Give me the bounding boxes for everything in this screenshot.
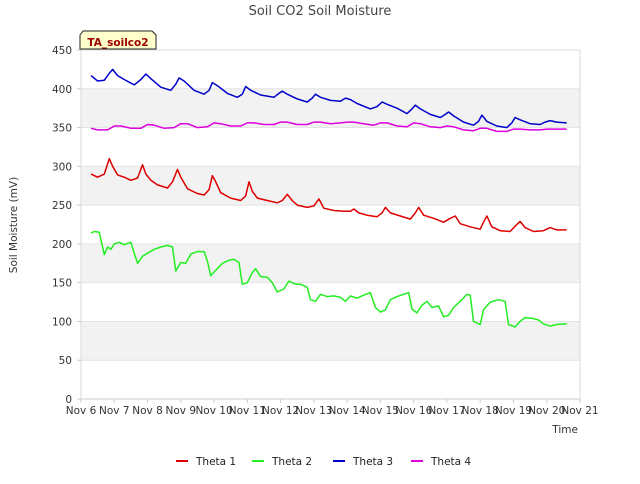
legend: Theta 1 Theta 2 Theta 3 Theta 4 — [176, 456, 471, 468]
x-tick-label: Nov 16 — [395, 405, 433, 417]
site-badge: TA_soilco2 — [79, 30, 157, 50]
legend-label-theta-2: Theta 2 — [271, 456, 312, 468]
y-tick-label: 250 — [52, 200, 72, 212]
grid-band — [81, 88, 580, 128]
y-tick-label: 450 — [52, 45, 72, 57]
legend-label-theta-4: Theta 4 — [430, 456, 471, 468]
y-tick-label: 350 — [52, 123, 72, 135]
y-tick-label: 200 — [52, 239, 72, 251]
y-tick-label: 400 — [52, 84, 72, 96]
y-tick-label: 150 — [52, 278, 72, 290]
x-axis-label: Time — [551, 424, 578, 436]
x-tick-label: Nov 12 — [262, 405, 299, 417]
x-tick-label: Nov 15 — [362, 405, 399, 417]
legend-label-theta-3: Theta 3 — [352, 456, 393, 468]
y-tick-label: 0 — [65, 394, 72, 406]
chart-title: Soil CO2 Soil Moisture — [249, 4, 392, 19]
x-tick-label: Nov 8 — [132, 405, 163, 417]
grid-band — [81, 166, 580, 206]
x-tick-label: Nov 9 — [166, 405, 197, 417]
x-tick-label: Nov 13 — [295, 405, 332, 417]
x-tick-label: Nov 7 — [99, 405, 130, 417]
legend-label-theta-1: Theta 1 — [195, 456, 236, 468]
x-tick-label: Nov 11 — [229, 405, 266, 417]
series-line-theta-2 — [90, 230, 567, 328]
x-tick-label: Nov 21 — [561, 405, 598, 417]
y-tick-label: 50 — [59, 355, 72, 367]
y-tick-label: 300 — [52, 161, 72, 173]
y-axis-label: Soil Moisture (mV) — [8, 177, 20, 273]
grid-band — [81, 243, 580, 283]
x-tick-label: Nov 18 — [462, 405, 499, 417]
grid-band — [81, 321, 580, 361]
y-tick-label: 100 — [52, 316, 72, 328]
x-tick-label: Nov 17 — [428, 405, 465, 417]
series-line-theta-1 — [90, 157, 567, 233]
series-line-theta-4 — [90, 121, 567, 133]
x-tick-label: Nov 20 — [528, 405, 565, 417]
series-line-theta-3 — [90, 68, 567, 129]
x-tick-label: Nov 19 — [495, 405, 532, 417]
site-badge-label: TA_soilco2 — [87, 37, 148, 49]
x-tick-label: Nov 10 — [195, 405, 232, 417]
x-tick-label: Nov 14 — [329, 405, 367, 417]
x-tick-label: Nov 6 — [66, 405, 97, 417]
